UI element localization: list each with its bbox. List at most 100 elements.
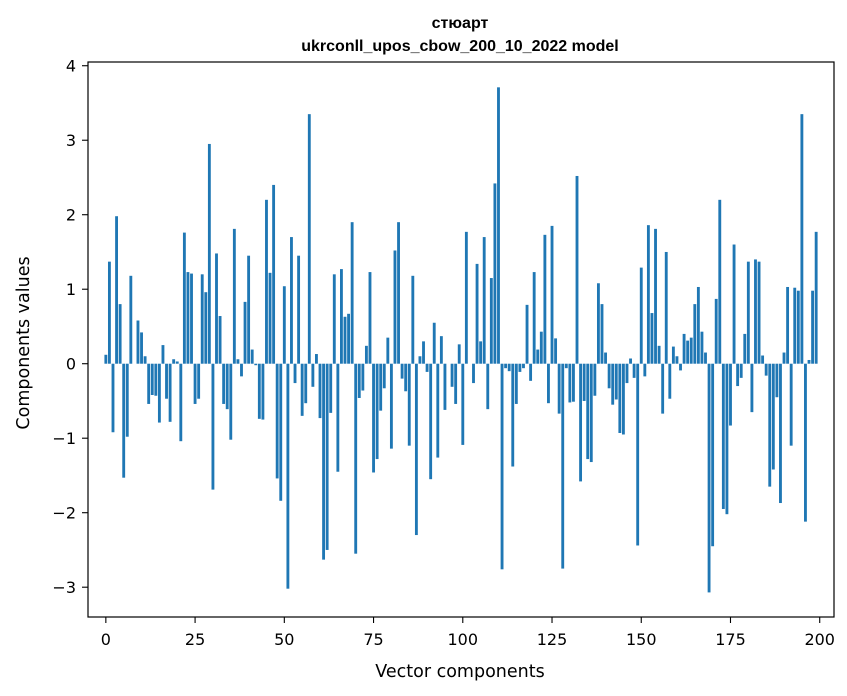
bar-39 (243, 301, 247, 364)
bar-177 (736, 363, 740, 387)
bar-71 (357, 363, 361, 398)
bar-63 (329, 363, 333, 413)
y-tick-label: −1 (52, 429, 76, 448)
bar-104 (475, 263, 479, 364)
bar-19 (172, 359, 176, 364)
bar-14 (154, 363, 158, 396)
x-axis: 0 25 50 75 100 125 150 175 200 (101, 617, 835, 649)
bar-65 (336, 363, 340, 472)
bar-107 (486, 363, 490, 410)
bar-99 (457, 344, 461, 364)
bar-90 (425, 363, 429, 372)
bar-115 (514, 363, 518, 404)
bar-126 (554, 338, 558, 364)
bar-142 (611, 363, 615, 405)
bar-36 (232, 228, 236, 364)
plot-area-frame (87, 61, 835, 618)
bar-33 (222, 363, 226, 404)
bar-12 (147, 363, 151, 404)
bar-20 (175, 361, 179, 364)
bar-191 (786, 286, 790, 364)
bar-179 (743, 333, 747, 364)
bar-77 (379, 363, 383, 411)
bar-62 (325, 363, 329, 550)
bar-24 (190, 273, 193, 364)
bar-87 (414, 363, 418, 536)
bar-187 (771, 363, 775, 470)
bar-0 (104, 354, 108, 364)
bar-186 (768, 363, 772, 487)
bar-37 (236, 359, 240, 364)
bar-181 (750, 363, 754, 413)
bar-109 (493, 183, 497, 364)
bar-72 (361, 363, 365, 391)
bar-61 (322, 363, 326, 560)
bar-133 (579, 363, 583, 482)
bar-98 (454, 363, 458, 404)
bar-169 (707, 363, 711, 593)
y-axis-label: Components values (14, 256, 34, 429)
bar-192 (789, 363, 793, 446)
bar-53 (293, 363, 297, 384)
bar-127 (557, 363, 561, 414)
bar-17 (165, 363, 168, 399)
bar-68 (347, 313, 350, 364)
bar-190 (782, 352, 786, 364)
y-tick-label: 0 (66, 355, 76, 374)
bar-50 (282, 286, 286, 364)
bar-7 (129, 275, 133, 364)
y-tick-label: 3 (66, 131, 76, 150)
bar-26 (197, 363, 201, 399)
bar-73 (364, 345, 368, 364)
bar-175 (729, 363, 732, 426)
bar-154 (654, 228, 657, 364)
bar-173 (721, 363, 725, 509)
x-tick-label: 200 (804, 630, 835, 649)
bar-23 (186, 272, 190, 364)
bar-56 (304, 363, 308, 404)
bar-44 (261, 363, 265, 420)
bar-164 (689, 337, 693, 364)
bar-75 (372, 363, 375, 473)
bar-122 (539, 331, 543, 364)
bar-54 (297, 255, 301, 364)
bar-171 (714, 298, 718, 364)
bar-55 (300, 363, 304, 416)
bar-139 (600, 304, 604, 364)
bar-49 (279, 363, 283, 501)
bar-132 (575, 175, 579, 364)
bar-81 (393, 250, 397, 364)
bar-64 (332, 274, 336, 364)
bar-112 (504, 363, 508, 369)
bar-91 (429, 363, 433, 480)
bar-155 (657, 345, 661, 364)
bar-25 (193, 363, 197, 404)
bar-30 (211, 363, 215, 490)
bar-167 (700, 331, 704, 364)
bar-94 (439, 336, 443, 364)
bar-46 (268, 272, 272, 364)
x-axis-label: Vector components (375, 662, 544, 682)
bar-40 (247, 255, 251, 364)
bar-168 (704, 352, 707, 364)
bar-51 (286, 363, 290, 589)
bar-151 (643, 363, 647, 377)
bar-35 (229, 363, 233, 440)
bar-43 (257, 363, 261, 419)
bar-38 (240, 363, 243, 377)
bar-110 (497, 87, 500, 364)
bar-188 (775, 363, 779, 398)
bar-108 (489, 278, 493, 364)
bar-85 (407, 363, 411, 446)
bar-67 (343, 316, 347, 364)
bar-93 (436, 363, 440, 458)
bar-111 (500, 363, 504, 570)
bar-101 (464, 231, 468, 364)
bar-150 (639, 267, 643, 364)
bar-174 (725, 363, 729, 515)
bar-199 (814, 231, 818, 364)
bar-42 (254, 363, 258, 366)
bar-48 (275, 363, 279, 479)
bar-69 (350, 222, 354, 364)
